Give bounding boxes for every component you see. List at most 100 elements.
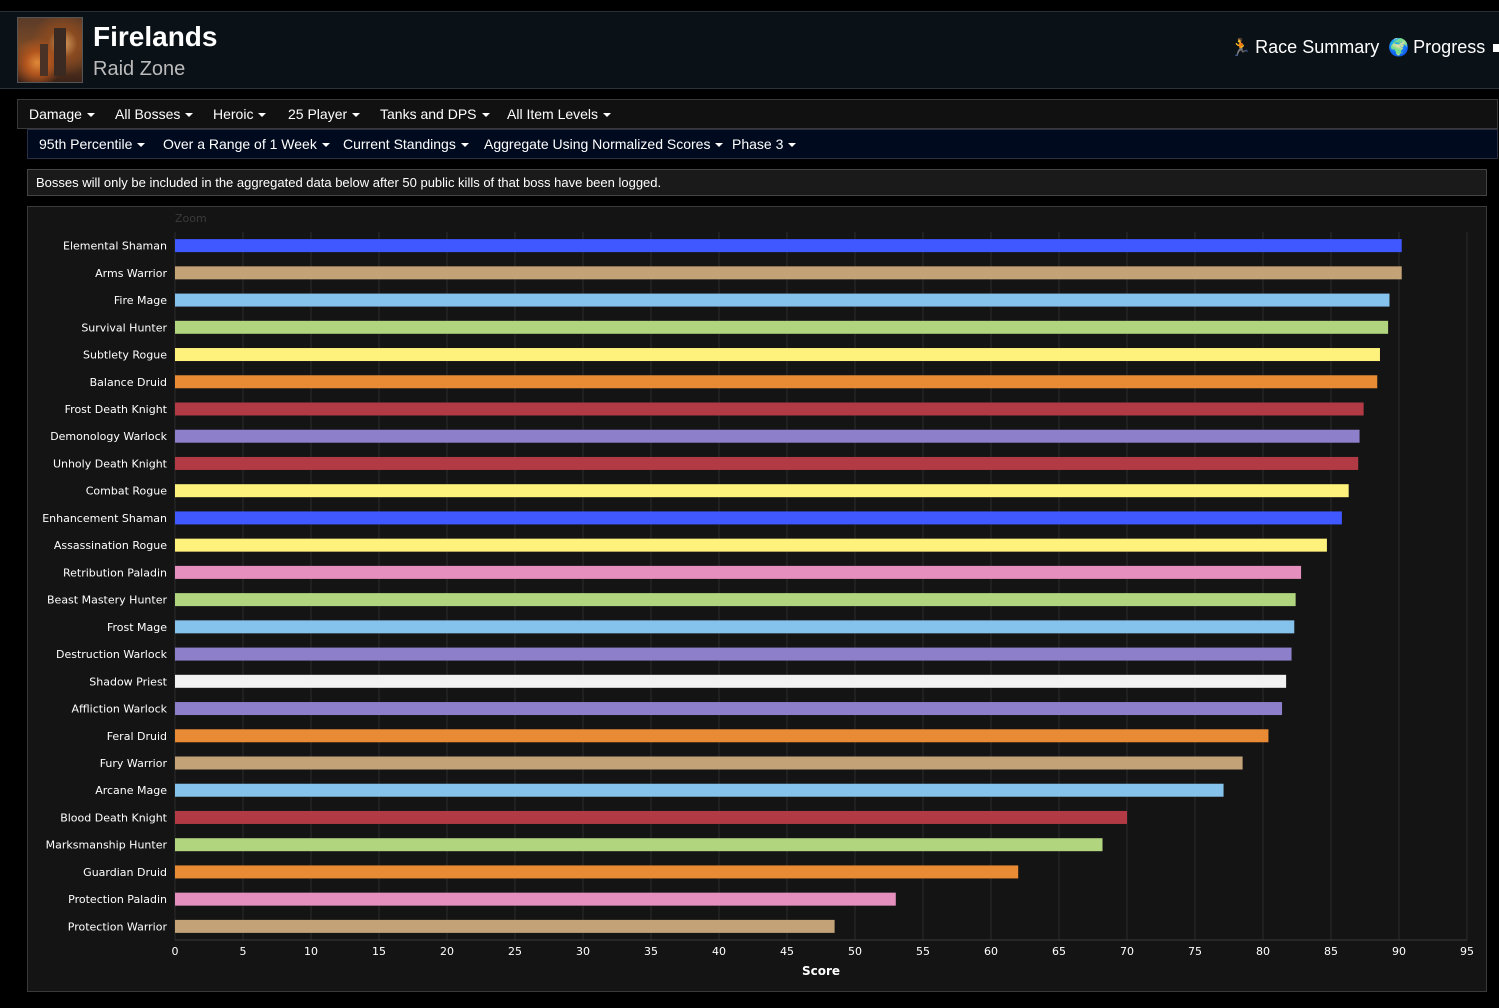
x-tick-label: 40 [712, 945, 726, 958]
score-bar [175, 293, 1390, 307]
y-category-label: Shadow Priest [89, 675, 167, 688]
y-category-label: Demonology Warlock [50, 430, 167, 443]
score-bar [175, 865, 1019, 879]
y-category-label: Retribution Paladin [63, 566, 167, 579]
nav-progress[interactable]: 🌍 Progress [1388, 37, 1485, 58]
nav-progress-label: Progress [1413, 37, 1486, 57]
filter-aggregate-dropdown[interactable]: Aggregate Using Normalized Scores [484, 130, 724, 158]
filter-percentile-dropdown[interactable]: 95th Percentile [39, 130, 146, 158]
score-bar [175, 892, 896, 906]
score-bar [175, 729, 1269, 743]
nav-race-summary-label: Race Summary [1255, 37, 1380, 57]
filter-boss-dropdown[interactable]: All Bosses [115, 100, 194, 128]
score-bar [175, 593, 1296, 607]
score-bar [175, 756, 1243, 770]
score-bar [175, 239, 1402, 253]
zone-header: Firelands Raid Zone 🏃 Race Summary 🌍 Pro… [0, 12, 1499, 89]
filter-role-dropdown[interactable]: Tanks and DPS [380, 100, 490, 128]
aggregation-notice: Bosses will only be included in the aggr… [27, 169, 1487, 196]
score-bar [175, 810, 1127, 824]
score-bar [175, 348, 1380, 362]
y-category-label: Guardian Druid [83, 866, 167, 879]
y-category-label: Arcane Mage [95, 784, 167, 797]
y-category-label: Unholy Death Knight [53, 457, 168, 470]
x-tick-label: 20 [440, 945, 454, 958]
y-category-label: Affliction Warlock [72, 703, 168, 716]
score-bar [175, 511, 1342, 525]
score-bar [175, 456, 1359, 470]
y-category-label: Marksmanship Hunter [46, 839, 168, 852]
x-tick-label: 5 [240, 945, 247, 958]
filter-difficulty-dropdown[interactable]: Heroic [213, 100, 267, 128]
x-tick-label: 80 [1256, 945, 1270, 958]
y-category-label: Assassination Rogue [54, 539, 167, 552]
globe-icon: 🌍 [1388, 37, 1410, 57]
y-category-label: Elemental Shaman [63, 240, 167, 253]
y-category-label: Protection Paladin [68, 893, 167, 906]
y-category-label: Enhancement Shaman [42, 512, 167, 525]
y-category-label: Subtlety Rogue [83, 349, 167, 362]
runner-icon: 🏃 [1230, 37, 1252, 57]
nav-race-summary[interactable]: 🏃 Race Summary [1230, 37, 1379, 58]
y-category-label: Survival Hunter [81, 321, 167, 334]
x-tick-label: 35 [644, 945, 658, 958]
page-title: Firelands [93, 21, 218, 52]
x-tick-label: 25 [508, 945, 522, 958]
score-bar [175, 266, 1402, 280]
chart-container: Zoom Elemental Shaman Arms Warrior Fire Mag… [27, 206, 1487, 992]
more-menu-icon[interactable] [1493, 44, 1499, 52]
score-bar [175, 702, 1283, 716]
top-border-line [0, 11, 1499, 12]
score-bar [175, 919, 835, 933]
score-bar [175, 375, 1378, 389]
filter-bar-primary: Damage All Bosses Heroic 25 Player Tanks… [17, 99, 1498, 129]
y-category-label: Balance Druid [90, 376, 167, 389]
x-tick-label: 15 [372, 945, 386, 958]
page-subtitle: Raid Zone [93, 58, 186, 80]
score-bar [175, 429, 1360, 443]
score-bar [175, 402, 1364, 416]
score-bar [175, 674, 1287, 688]
score-bar-chart: Zoom Elemental Shaman Arms Warrior Fire Mag… [42, 212, 1474, 978]
x-tick-label: 30 [576, 945, 590, 958]
x-tick-label: 60 [984, 945, 998, 958]
score-bar [175, 484, 1349, 498]
filter-standings-dropdown[interactable]: Current Standings [343, 130, 469, 158]
x-tick-label: 85 [1324, 945, 1338, 958]
x-axis-title: Score [802, 964, 840, 978]
y-category-label: Fire Mage [114, 294, 167, 307]
x-tick-label: 0 [172, 945, 179, 958]
filter-item-level-dropdown[interactable]: All Item Levels [507, 100, 612, 128]
filter-metric-dropdown[interactable]: Damage [29, 100, 95, 128]
x-tick-label: 55 [916, 945, 930, 958]
x-tick-label: 45 [780, 945, 794, 958]
filter-bar-secondary: 95th Percentile Over a Range of 1 Week C… [27, 129, 1498, 159]
x-tick-label: 95 [1460, 945, 1474, 958]
score-bar [175, 838, 1103, 852]
filter-range-dropdown[interactable]: Over a Range of 1 Week [163, 130, 330, 158]
y-category-label: Feral Druid [107, 730, 167, 743]
score-bar [175, 538, 1327, 552]
x-tick-label: 90 [1392, 945, 1406, 958]
y-category-label: Arms Warrior [95, 267, 167, 280]
x-tick-label: 10 [304, 945, 318, 958]
y-category-label: Destruction Warlock [56, 648, 168, 661]
y-category-label: Blood Death Knight [60, 811, 167, 824]
score-bar [175, 620, 1295, 634]
score-bar [175, 783, 1224, 797]
zone-thumbnail [17, 17, 83, 83]
y-category-label: Frost Mage [107, 621, 167, 634]
y-category-label: Combat Rogue [86, 485, 167, 498]
zoom-label: Zoom [175, 212, 207, 225]
x-tick-label: 65 [1052, 945, 1066, 958]
x-tick-label: 50 [848, 945, 862, 958]
score-bar [175, 565, 1302, 579]
y-category-label: Beast Mastery Hunter [47, 594, 167, 607]
x-tick-label: 75 [1188, 945, 1202, 958]
y-category-label: Fury Warrior [100, 757, 168, 770]
filter-phase-dropdown[interactable]: Phase 3 [732, 130, 797, 158]
filter-size-dropdown[interactable]: 25 Player [288, 100, 361, 128]
y-category-label: Protection Warrior [68, 920, 168, 933]
y-category-label: Frost Death Knight [65, 403, 168, 416]
score-bar [175, 647, 1292, 661]
